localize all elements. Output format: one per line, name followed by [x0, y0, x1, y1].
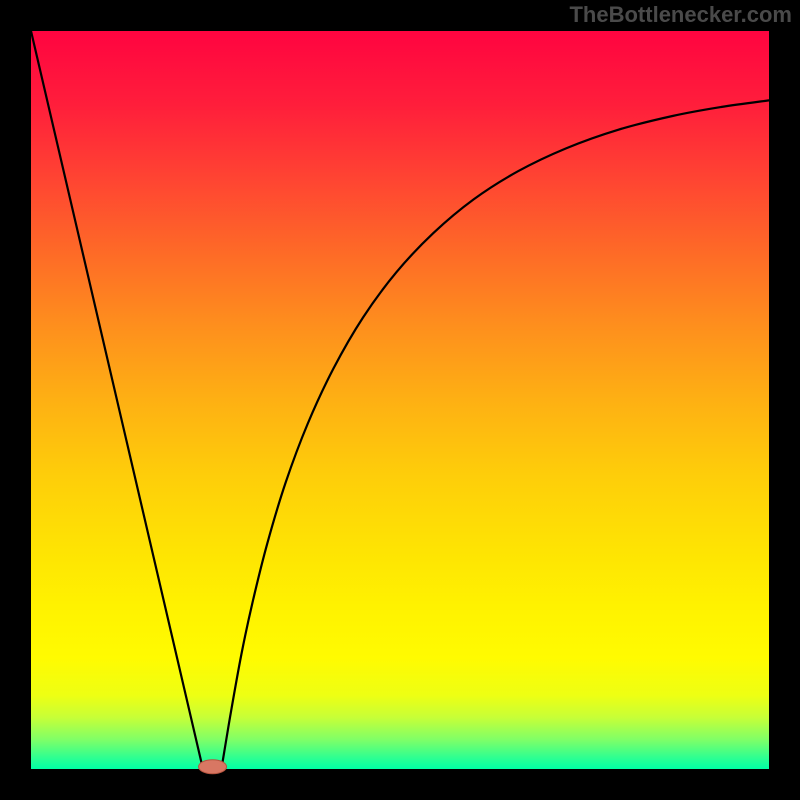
minimum-marker [199, 760, 227, 774]
gradient-background [31, 31, 769, 769]
chart-container: { "watermark": { "text": "TheBottlenecke… [0, 0, 800, 800]
bottleneck-chart [0, 0, 800, 800]
watermark-text: TheBottlenecker.com [569, 2, 792, 28]
